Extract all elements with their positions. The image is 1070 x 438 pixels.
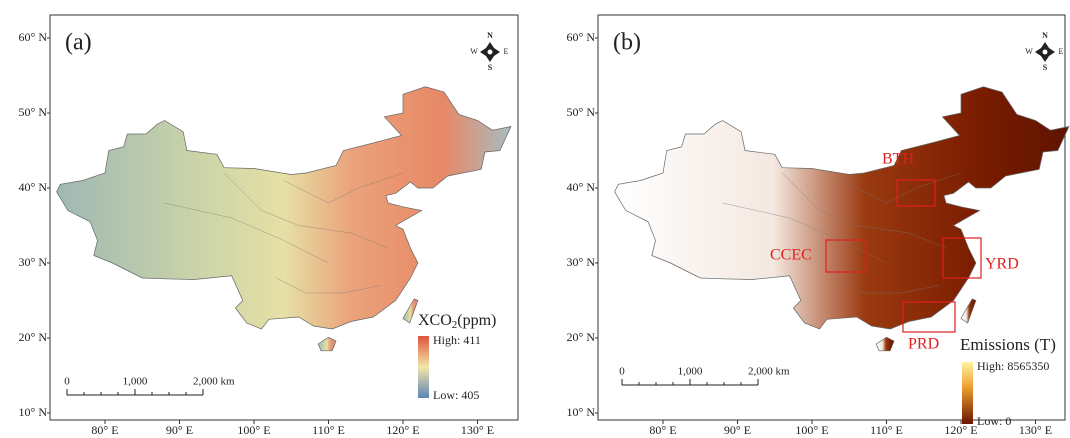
region-box [942, 237, 982, 279]
compass-e: E [1059, 47, 1064, 56]
lon-label: 80° E [649, 423, 676, 437]
legend-ramp [418, 336, 429, 398]
region-label: PRD [908, 336, 939, 353]
region-box [902, 301, 956, 333]
legend-title: Emissions (T) [960, 335, 1056, 354]
lat-label: 60° N [19, 30, 48, 44]
province-line [841, 172, 962, 204]
lon-label: 130° E [461, 423, 494, 437]
legend-title-text: XCO [418, 312, 452, 329]
province-line [283, 172, 404, 204]
lon-label: 110° E [312, 423, 345, 437]
legend-title-unit: (ppm) [457, 312, 496, 329]
scale-label: 1,000 [678, 366, 703, 378]
lon-label: 100° E [237, 423, 270, 437]
lat-label: 30° N [567, 255, 596, 269]
map-frame [597, 14, 1066, 421]
lon-label: 130° E [1019, 423, 1052, 437]
lon-label: 120° E [944, 423, 977, 437]
compass-e: E [504, 47, 509, 56]
country-shape [875, 336, 895, 352]
compass-center [486, 48, 494, 56]
map-panel: (a) 60° N 50° N 40° N 30° N 20° N 10° N 80° E 90… [19, 14, 519, 437]
lat-label: 50° N [19, 105, 48, 119]
map-panel: (b) 60° N 50° N 40° N 30° N 20° N 10° N 80° E 90… [567, 14, 1070, 437]
panel-label: (a) [65, 30, 92, 56]
compass-center [1041, 48, 1049, 56]
lat-label: 30° N [19, 255, 48, 269]
lat-label: 20° N [567, 330, 596, 344]
lon-label: 100° E [795, 423, 828, 437]
compass-w: W [470, 47, 478, 56]
legend-title: XCO2(ppm) [418, 312, 496, 331]
region-box [825, 239, 867, 273]
region-label: YRD [985, 256, 1019, 273]
scale-label: 2,000 km [193, 376, 235, 388]
lat-label: 60° N [567, 30, 596, 44]
scale-label: 1,000 [123, 376, 148, 388]
province-line [276, 277, 381, 294]
country-shape [614, 86, 1070, 330]
lon-label: 120° E [386, 423, 419, 437]
region-box [896, 179, 936, 207]
scale-label: 0 [619, 366, 625, 378]
lat-label: 40° N [567, 180, 596, 194]
compass-s: S [488, 63, 493, 72]
legend-ramp [962, 362, 973, 424]
scale-label: 2,000 km [748, 366, 790, 378]
country-shape [317, 336, 337, 352]
legend-title-sub: 2 [452, 319, 458, 331]
lat-label: 10° N [567, 405, 596, 419]
compass-s: S [1043, 63, 1048, 72]
compass-n: N [1042, 31, 1048, 40]
compass-n: N [487, 31, 493, 40]
lat-label: 20° N [19, 330, 48, 344]
legend-low: Low: 0 [977, 414, 1011, 428]
lon-label: 90° E [724, 423, 751, 437]
lat-label: 40° N [19, 180, 48, 194]
map-frame [49, 14, 519, 421]
legend-high: High: 411 [433, 333, 481, 347]
region-label: BTH [882, 151, 914, 168]
lon-label: 90° E [166, 423, 193, 437]
lat-label: 50° N [567, 105, 596, 119]
region-label: CCEC [770, 247, 812, 264]
legend-high: High: 8565350 [977, 359, 1049, 373]
province-line [834, 277, 939, 294]
province-line [782, 172, 947, 249]
lon-label: 110° E [870, 423, 903, 437]
province-line [722, 202, 887, 264]
province-line [164, 202, 329, 264]
province-line [224, 172, 389, 249]
country-shape [960, 298, 977, 324]
lat-label: 10° N [19, 405, 48, 419]
country-shape [402, 298, 419, 324]
lon-label: 80° E [91, 423, 118, 437]
panel-label: (b) [613, 30, 641, 56]
compass-w: W [1025, 47, 1033, 56]
legend-low: Low: 405 [433, 388, 479, 402]
country-shape [56, 86, 512, 330]
scale-label: 0 [64, 376, 70, 388]
